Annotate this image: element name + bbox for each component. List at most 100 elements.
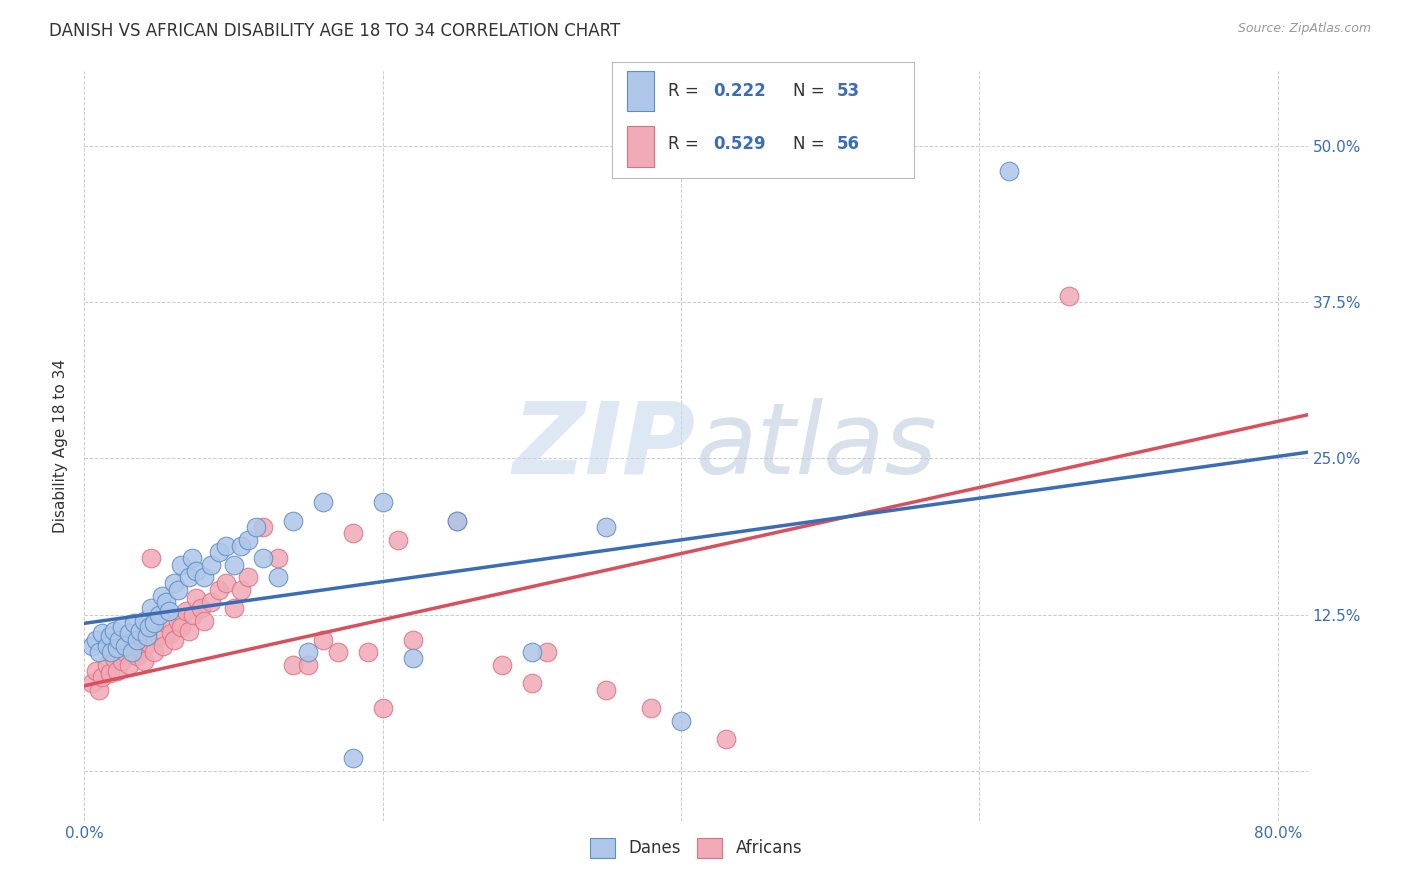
Point — [155, 595, 177, 609]
Point — [103, 624, 125, 638]
Text: N =: N = — [793, 82, 830, 100]
Point — [326, 645, 349, 659]
Point — [297, 657, 319, 672]
Point — [84, 632, 107, 647]
Point — [245, 520, 267, 534]
Point — [155, 616, 177, 631]
Point — [998, 164, 1021, 178]
Point — [163, 632, 186, 647]
Point — [200, 558, 222, 572]
Point — [520, 676, 543, 690]
Point — [252, 551, 274, 566]
Point — [312, 495, 335, 509]
Point — [128, 624, 150, 638]
Point — [160, 626, 183, 640]
Point — [84, 664, 107, 678]
Point — [100, 645, 122, 659]
Point — [91, 626, 114, 640]
Point — [105, 664, 128, 678]
Point — [371, 495, 394, 509]
Point — [238, 533, 260, 547]
Point — [193, 614, 215, 628]
Point — [114, 645, 136, 659]
Point — [125, 632, 148, 647]
Point — [371, 701, 394, 715]
Point — [714, 732, 737, 747]
Point — [141, 551, 163, 566]
Text: Source: ZipAtlas.com: Source: ZipAtlas.com — [1237, 22, 1371, 36]
Point — [186, 564, 208, 578]
Point — [215, 576, 238, 591]
Point — [150, 589, 173, 603]
Point — [342, 526, 364, 541]
Point — [446, 514, 468, 528]
Point — [121, 639, 143, 653]
Point — [118, 626, 141, 640]
Point — [143, 645, 166, 659]
Point — [229, 582, 252, 597]
Point — [190, 601, 212, 615]
Point — [157, 604, 180, 618]
Text: ZIP: ZIP — [513, 398, 696, 494]
Point — [238, 570, 260, 584]
Point — [267, 570, 290, 584]
Point — [177, 570, 200, 584]
Point — [114, 639, 136, 653]
Point — [111, 620, 134, 634]
Point — [121, 645, 143, 659]
Point — [215, 539, 238, 553]
Point — [111, 654, 134, 668]
Point — [229, 539, 252, 553]
Text: R =: R = — [668, 136, 703, 153]
Text: DANISH VS AFRICAN DISABILITY AGE 18 TO 34 CORRELATION CHART: DANISH VS AFRICAN DISABILITY AGE 18 TO 3… — [49, 22, 620, 40]
Point — [342, 751, 364, 765]
Point — [89, 645, 111, 659]
Point — [180, 551, 202, 566]
Point — [138, 620, 160, 634]
Point — [107, 632, 129, 647]
Point — [143, 616, 166, 631]
Point — [186, 591, 208, 606]
Point — [152, 639, 174, 653]
Point — [595, 520, 617, 534]
Point — [132, 614, 155, 628]
Point — [252, 520, 274, 534]
Point — [80, 639, 103, 653]
Text: R =: R = — [668, 82, 703, 100]
Point — [595, 682, 617, 697]
Point — [122, 616, 145, 631]
Point — [387, 533, 409, 547]
Point — [491, 657, 513, 672]
Point — [357, 645, 380, 659]
Point — [181, 607, 204, 622]
Point — [170, 558, 193, 572]
Point — [170, 620, 193, 634]
Point — [669, 714, 692, 728]
Point — [148, 607, 170, 622]
Bar — [627, 126, 654, 167]
Point — [105, 641, 128, 656]
Text: 0.222: 0.222 — [713, 82, 766, 100]
Point — [200, 595, 222, 609]
Point — [267, 551, 290, 566]
Text: 56: 56 — [837, 136, 860, 153]
Point — [89, 682, 111, 697]
Point — [207, 545, 229, 559]
Point — [283, 514, 305, 528]
Text: atlas: atlas — [696, 398, 938, 494]
Text: 53: 53 — [837, 82, 860, 100]
Point — [148, 629, 170, 643]
Bar — [627, 70, 654, 112]
Point — [103, 651, 125, 665]
Point — [163, 576, 186, 591]
Point — [174, 604, 197, 618]
Point — [193, 570, 215, 584]
Point — [118, 657, 141, 672]
Point — [98, 666, 121, 681]
Point — [167, 582, 190, 597]
Point — [283, 657, 305, 672]
Point — [138, 636, 160, 650]
Point — [80, 676, 103, 690]
Text: 0.529: 0.529 — [713, 136, 765, 153]
Point — [141, 601, 163, 615]
